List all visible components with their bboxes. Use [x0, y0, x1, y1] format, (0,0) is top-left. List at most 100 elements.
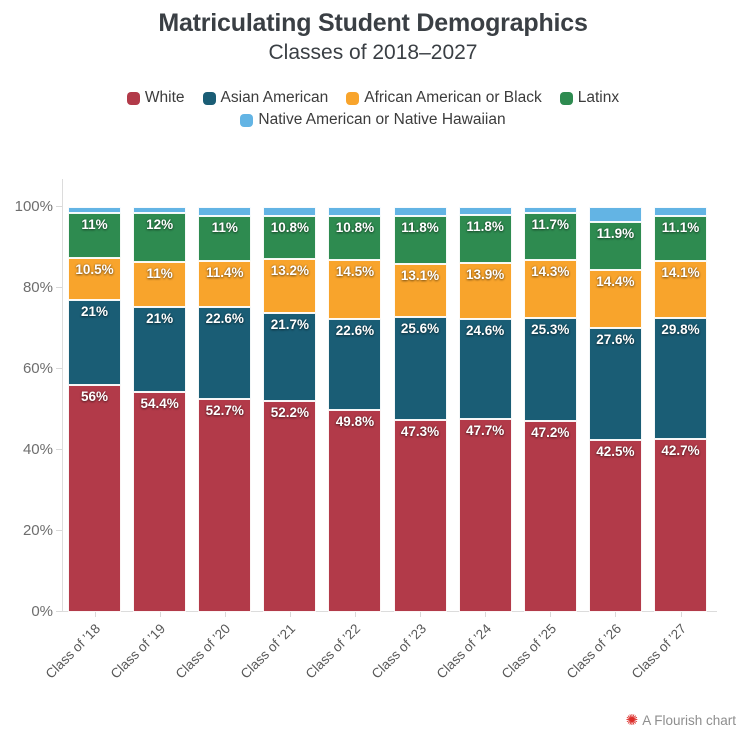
segment-latinx[interactable]: 10.8%: [328, 216, 382, 261]
segment-asian-american[interactable]: 29.8%: [653, 318, 707, 440]
segment-latinx[interactable]: 11.7%: [523, 213, 577, 261]
segment-white[interactable]: 47.2%: [523, 420, 577, 612]
segment-white[interactable]: 56%: [68, 385, 121, 612]
legend-swatch-native-american-or-native-hawaiian: [240, 113, 254, 127]
segment-value-label: 25.3%: [531, 322, 570, 338]
segment-african-american-or-black[interactable]: 14.5%: [328, 260, 382, 319]
segment-native-american-or-native-hawaiian[interactable]: [393, 207, 447, 216]
segment-asian-american[interactable]: 21.7%: [263, 312, 317, 401]
segment-native-american-or-native-hawaiian[interactable]: [653, 207, 707, 217]
x-axis-tick: [485, 612, 487, 617]
x-axis-label: Class of ’22: [303, 621, 364, 682]
legend-item-native-american-or-native-hawaiian[interactable]: Native American or Native Hawaiian: [240, 109, 506, 131]
legend-label: White: [144, 89, 185, 106]
segment-asian-american[interactable]: 21%: [68, 300, 121, 386]
segment-value-label: 52.7%: [205, 402, 244, 418]
flourish-attribution-text: A Flourish chart: [642, 713, 736, 728]
x-axis-labels: Class of ’18 Class of ’19 Class of ’20 Clas…: [43, 612, 717, 708]
segment-white[interactable]: 49.8%: [328, 410, 382, 612]
segment-latinx[interactable]: 11.9%: [588, 221, 642, 270]
segment-african-american-or-black[interactable]: 14.1%: [653, 261, 707, 319]
legend-label: African American or Black: [364, 89, 542, 106]
x-axis-line: [62, 611, 717, 612]
legend-label: Latinx: [577, 89, 620, 106]
segment-value-label: 14.3%: [531, 264, 570, 280]
legend-item-asian-american[interactable]: Asian American: [202, 87, 328, 109]
segment-asian-american[interactable]: 27.6%: [588, 328, 642, 440]
segment-asian-american[interactable]: 25.3%: [523, 318, 577, 421]
segment-value-label: 27.6%: [596, 332, 635, 348]
segment-white[interactable]: 42.7%: [653, 439, 707, 612]
segment-asian-american[interactable]: 22.6%: [328, 318, 382, 411]
segment-asian-american[interactable]: 24.6%: [458, 319, 512, 419]
segment-value-label: 21.7%: [270, 316, 309, 332]
segment-value-label: 14.4%: [596, 273, 635, 289]
segment-value-label: 13.9%: [466, 266, 505, 282]
segment-value-label: 21%: [80, 304, 109, 320]
segment-value-label: 11%: [146, 266, 173, 282]
segment-african-american-or-black[interactable]: 11.4%: [198, 260, 252, 308]
flourish-attribution-link[interactable]: ✺ A Flourish chart: [626, 713, 736, 728]
x-axis-label: Class of ’25: [498, 621, 559, 682]
x-axis-tick: [224, 612, 226, 617]
segment-white[interactable]: 42.5%: [588, 439, 642, 612]
segment-latinx[interactable]: 12%: [133, 213, 187, 263]
chart-subtitle: Classes of 2018–2027: [268, 41, 478, 64]
segment-value-label: 14.5%: [335, 264, 375, 280]
segment-native-american-or-native-hawaiian[interactable]: [263, 207, 317, 216]
y-axis-tick: [56, 287, 62, 288]
segment-african-american-or-black[interactable]: 13.9%: [458, 262, 512, 320]
segment-african-american-or-black[interactable]: 11%: [133, 262, 187, 307]
segment-native-american-or-native-hawaiian[interactable]: [523, 207, 577, 214]
segment-asian-american[interactable]: 21%: [133, 306, 187, 392]
segment-latinx[interactable]: 11.1%: [653, 216, 707, 262]
legend-swatch-asian-american: [202, 91, 216, 105]
segment-african-american-or-black[interactable]: 13.1%: [393, 263, 447, 317]
segment-native-american-or-native-hawaiian[interactable]: [458, 207, 512, 216]
segment-african-american-or-black[interactable]: 14.4%: [588, 269, 642, 329]
segment-latinx[interactable]: 10.8%: [263, 215, 317, 260]
legend-item-white[interactable]: White: [126, 87, 185, 109]
segment-value-label: 11%: [211, 220, 238, 236]
segment-value-label: 56%: [80, 389, 109, 405]
segment-white[interactable]: 52.2%: [263, 400, 317, 612]
segment-white[interactable]: 47.7%: [458, 418, 512, 612]
segment-latinx[interactable]: 11%: [198, 216, 252, 261]
segment-value-label: 54.4%: [140, 395, 179, 411]
x-axis-tick: [550, 612, 552, 617]
x-axis-label: Class of ’18: [42, 621, 104, 682]
segment-native-american-or-native-hawaiian[interactable]: [328, 207, 382, 217]
segment-asian-american[interactable]: 25.6%: [393, 316, 447, 421]
page: Matriculating Student Demographics Class…: [0, 9, 746, 728]
bar-class-of-20: 11% 11.4% 22.6% 52.7%: [198, 207, 252, 612]
x-axis-tick: [289, 612, 291, 617]
segment-white[interactable]: 52.7%: [198, 398, 252, 612]
segment-value-label: 12%: [146, 217, 174, 233]
segment-white[interactable]: 47.3%: [393, 420, 447, 612]
segment-latinx[interactable]: 11.8%: [458, 215, 512, 263]
segment-african-american-or-black[interactable]: 13.2%: [263, 259, 317, 313]
y-axis-tick-label: 20%: [22, 522, 53, 539]
segment-value-label: 11.8%: [466, 219, 504, 235]
segment-value-label: 47.7%: [466, 422, 505, 438]
segment-latinx[interactable]: 11.8%: [393, 215, 447, 264]
legend-item-latinx[interactable]: Latinx: [559, 87, 620, 109]
segment-native-american-or-native-hawaiian[interactable]: [68, 207, 121, 214]
segment-latinx[interactable]: 11%: [68, 213, 121, 258]
segment-african-american-or-black[interactable]: 14.3%: [523, 260, 577, 319]
segment-asian-american[interactable]: 22.6%: [198, 307, 252, 399]
chart-title: Matriculating Student Demographics: [158, 9, 588, 37]
x-axis-label: Class of ’23: [368, 621, 429, 682]
segment-native-american-or-native-hawaiian[interactable]: [198, 207, 252, 217]
segment-value-label: 24.6%: [466, 323, 505, 339]
legend-item-african-american-or-black[interactable]: African American or Black: [346, 87, 542, 109]
x-axis-tick: [615, 612, 617, 617]
bar-class-of-21: 10.8% 13.2% 21.7% 52.2%: [263, 207, 317, 612]
y-axis-tick-label: 0%: [31, 603, 53, 620]
segment-native-american-or-native-hawaiian[interactable]: [588, 207, 642, 222]
segment-native-american-or-native-hawaiian[interactable]: [133, 207, 187, 214]
segment-white[interactable]: 54.4%: [133, 391, 187, 612]
segment-value-label: 52.2%: [270, 404, 309, 420]
y-axis-tick-label: 100%: [14, 198, 53, 215]
segment-african-american-or-black[interactable]: 10.5%: [68, 257, 121, 301]
